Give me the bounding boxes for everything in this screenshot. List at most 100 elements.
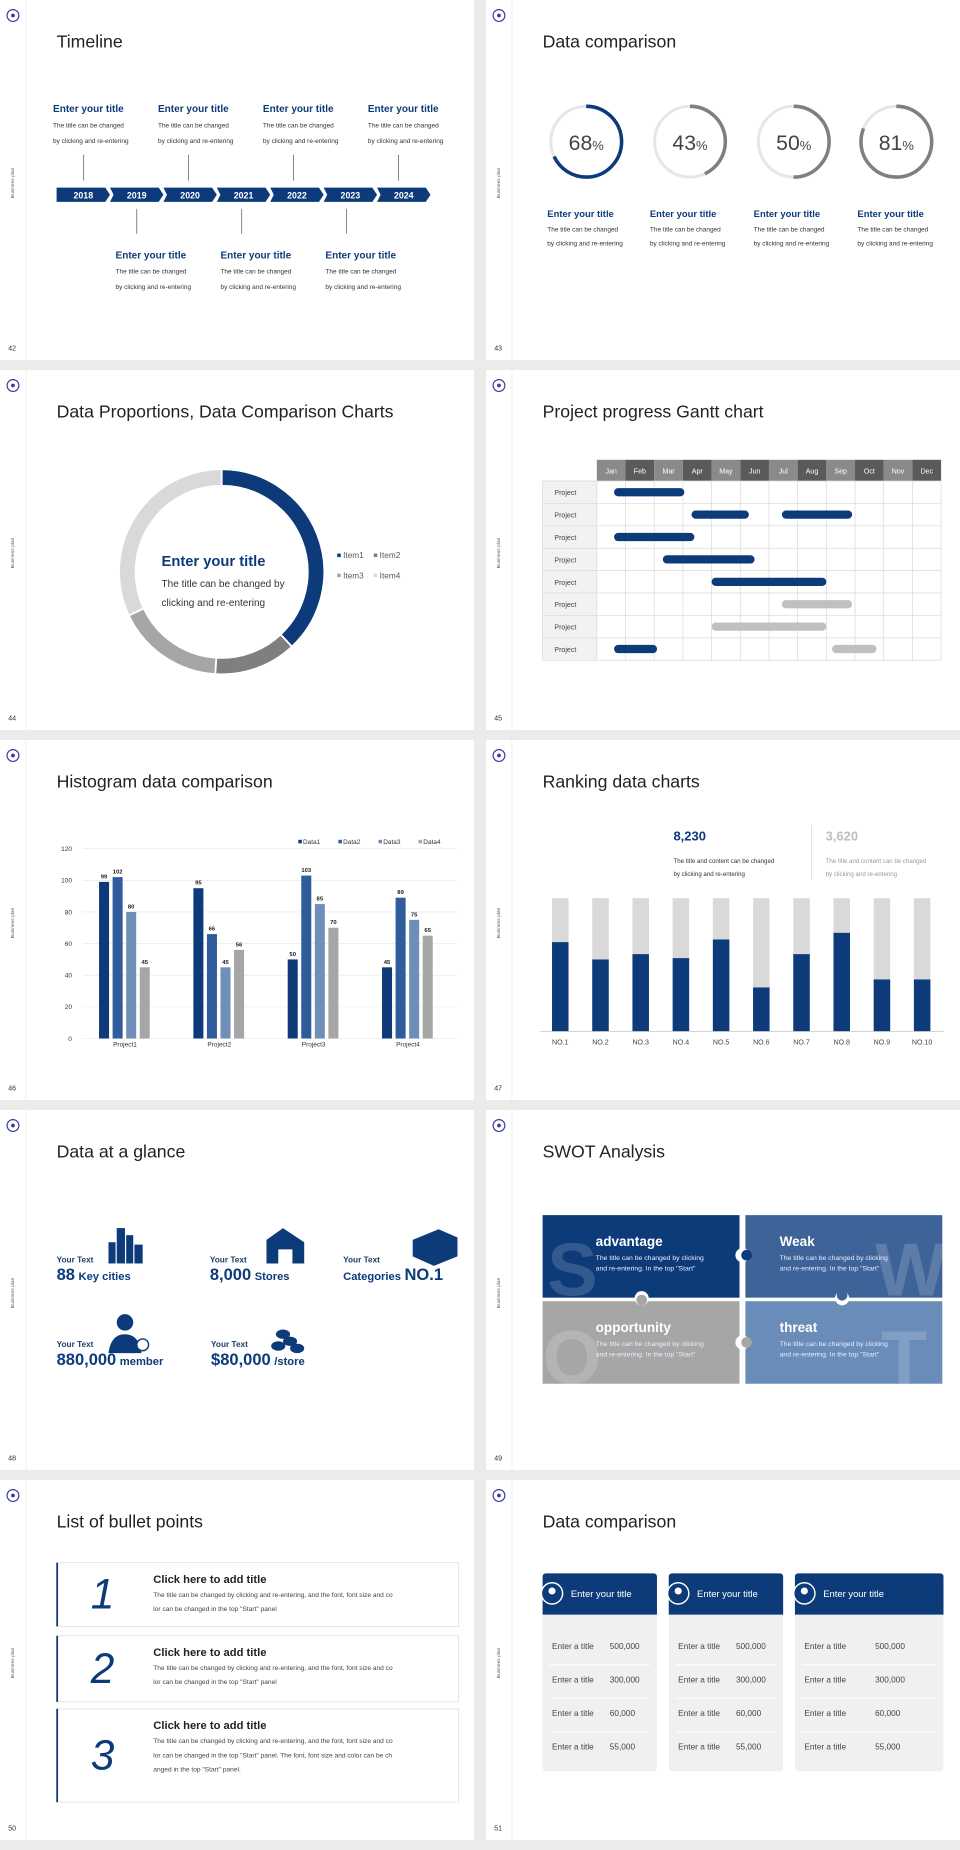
puzzle-knob [636,1294,647,1306]
body-text: and re-entering. In the top "Start" [780,1352,880,1359]
month-label: May [719,468,733,475]
icon-coins [290,1343,305,1354]
slide: Business plan 46 Histogram data comparison… [0,740,474,1100]
slide-number: 51 [494,1825,502,1832]
body-text: lor can be changed in the top "Start" pa… [153,1606,277,1613]
stat-number: 880,000 [57,1351,117,1369]
month-header [883,459,913,482]
gantt-bar [711,577,827,586]
side-label: Business plan [496,167,502,198]
highlight-value: 3,620 [826,828,858,843]
ring-value: 50% [776,132,812,155]
value-label: 103 [301,868,312,874]
slide-background [0,0,474,360]
stat-label: Your Text [211,1340,248,1349]
value-label: 80 [128,904,135,910]
legend-label: Item4 [380,571,401,580]
row-label: Project [554,490,576,497]
month-label: Jul [779,468,788,475]
x-tick-label: NO.2 [592,1039,609,1046]
body-text: lor can be changed in the top "Start" pa… [153,1679,277,1686]
ring-value: 43% [672,132,708,155]
slide-title: Ranking data charts [543,771,700,791]
icon-building [116,1228,125,1264]
logo-dot [11,1493,15,1498]
puzzle-knob [741,1337,752,1348]
logo [492,379,506,393]
logo [6,1489,20,1502]
swot-title: Weak [780,1234,816,1249]
slide-title: Data at a glance [57,1141,186,1161]
swot-quadrant [745,1215,943,1298]
body-text: anged in the top "Start" panel. [153,1766,241,1773]
logo-dot [11,383,15,388]
slide-number: 42 [8,345,16,352]
logo-dot [11,1123,15,1128]
row-label: Project [554,580,576,587]
body-text: and re-entering. In the top "Start" [780,1266,880,1273]
stat-unit: Stores [255,1271,290,1283]
month-label: Aug [806,468,819,475]
swot-letter: O [543,1316,602,1400]
row-label: Enter a title [552,1709,594,1718]
bar [753,987,770,1032]
swot-letter: S [547,1227,597,1311]
x-tick-label: NO.4 [673,1039,690,1046]
side-label: Business plan [496,1277,502,1308]
row-label: Enter a title [678,1743,720,1752]
body-text: lor can be changed in the top "Start" pa… [153,1752,392,1759]
gantt-bar [614,532,695,542]
icons [108,1228,458,1354]
icon-store [266,1228,305,1264]
swot-quadrant [542,1301,740,1384]
bar [206,934,217,1039]
logo [492,9,506,22]
value-label: 70 [330,920,337,926]
legend-swatch [338,839,342,844]
stat-unit: member [120,1356,164,1368]
body-text: clicking and re-entering [162,598,266,609]
side-label: Business plan [10,907,16,938]
y-tick-label: 80 [65,909,73,916]
event-title: Enter your title [220,250,291,261]
row-label: Enter a title [804,1642,846,1651]
body-text: The title can be changed by clicking and… [153,1592,393,1599]
bullet-title: Click here to add title [153,1647,266,1659]
month-label: Dec [920,468,933,475]
bullet-number: 3 [91,1732,115,1779]
value-label: 75 [411,912,418,918]
slide-background [0,740,474,1100]
item-title: Enter your title [857,208,924,219]
value-label: 45 [222,960,229,966]
x-tick-label: NO.5 [713,1039,730,1046]
bar [328,927,339,1039]
icon-building [108,1242,116,1264]
row-value: 500,000 [610,1642,640,1651]
gantt-bar [614,644,658,654]
slide: Business plan 45 Project progress Gantt ch… [486,370,960,730]
stat-number: $80,000 [211,1351,271,1369]
legend-label: Item2 [380,551,401,560]
body-text: The title can be changed [116,269,187,276]
swot-letter: T [881,1316,927,1400]
bar [220,967,231,1039]
icon-box [412,1229,458,1266]
slide-background [0,1110,474,1470]
row-label: Project [554,647,576,654]
row-label: Enter a title [678,1675,720,1684]
bar [409,919,420,1039]
body-text: The title can be changed by clicking [596,1255,704,1262]
icon-plus [136,1338,150,1352]
slide-number: 48 [8,1455,16,1462]
puzzle-knob [741,1249,752,1261]
x-tick-label: Project1 [113,1042,137,1049]
month-header [797,459,827,482]
value-label: 99 [101,874,108,880]
ring-unit: % [696,138,708,153]
gantt-bar [691,510,749,519]
card-title: Enter your title [571,1588,632,1599]
body-text: The title can be changed by clicking [780,1255,888,1262]
row-value: 60,000 [736,1709,762,1718]
value-label: 95 [195,881,202,887]
